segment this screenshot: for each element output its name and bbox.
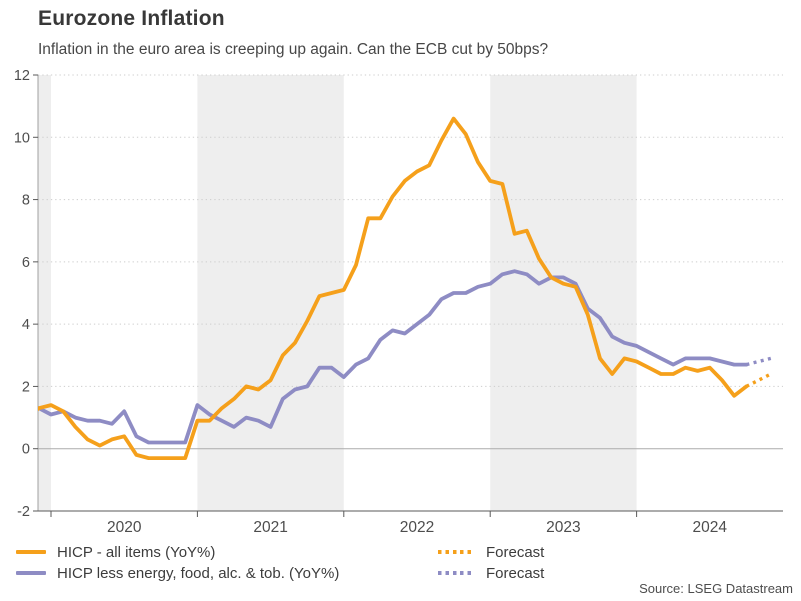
year-band-2021 — [197, 75, 344, 511]
y-axis-label: 0 — [22, 442, 30, 458]
y-axis-label: 8 — [22, 193, 30, 209]
core-line-swatch — [16, 571, 46, 575]
hicp-line-swatch — [16, 550, 46, 554]
legend-item-hicp: HICP - all items (YoY%) — [16, 543, 215, 561]
legend-label-hicp: HICP - all items (YoY%) — [57, 543, 216, 561]
y-axis-label: -2 — [17, 504, 30, 520]
y-axis-label: 4 — [22, 317, 30, 333]
legend-label-hicp-forecast: Forecast — [486, 543, 545, 561]
chart-title: Eurozone Inflation — [38, 7, 225, 30]
x-axis-label: 2023 — [546, 519, 580, 536]
x-axis-label: 2022 — [400, 519, 434, 536]
x-axis-label: 2021 — [253, 519, 287, 536]
legend-label-core: HICP less energy, food, alc. & tob. (YoY… — [57, 564, 340, 582]
hicp-forecast-swatch — [438, 550, 475, 554]
y-axis-label: 6 — [22, 255, 30, 271]
legend-label-core-forecast: Forecast — [486, 564, 545, 582]
y-axis-label: 10 — [14, 130, 30, 146]
y-axis-label: 2 — [22, 379, 30, 395]
x-axis-label: 2024 — [693, 519, 728, 536]
core-forecast-swatch — [438, 571, 475, 575]
y-axis-label: 12 — [14, 68, 30, 84]
inflation-line-chart: -2 0 2 4 6 8 10 12 2020 2021 2022 2023 2024 — [14, 68, 783, 536]
year-band-2019 — [38, 75, 51, 511]
hicp-core-line-forecast — [745, 356, 772, 367]
legend-item-hicp-forecast: Forecast — [438, 543, 544, 561]
legend-item-core-forecast: Forecast — [438, 564, 544, 582]
hicp-all-items-line — [38, 116, 749, 461]
hicp-all-items-line-forecast — [745, 372, 772, 388]
year-band-2023 — [490, 75, 637, 511]
hicp-core-line — [38, 269, 749, 445]
chart-subtitle: Inflation in the euro area is creeping u… — [38, 41, 549, 58]
legend-item-core: HICP less energy, food, alc. & tob. (YoY… — [16, 564, 339, 582]
x-axis-label: 2020 — [107, 519, 142, 536]
source-credit: Source: LSEG Datastream — [639, 581, 793, 596]
